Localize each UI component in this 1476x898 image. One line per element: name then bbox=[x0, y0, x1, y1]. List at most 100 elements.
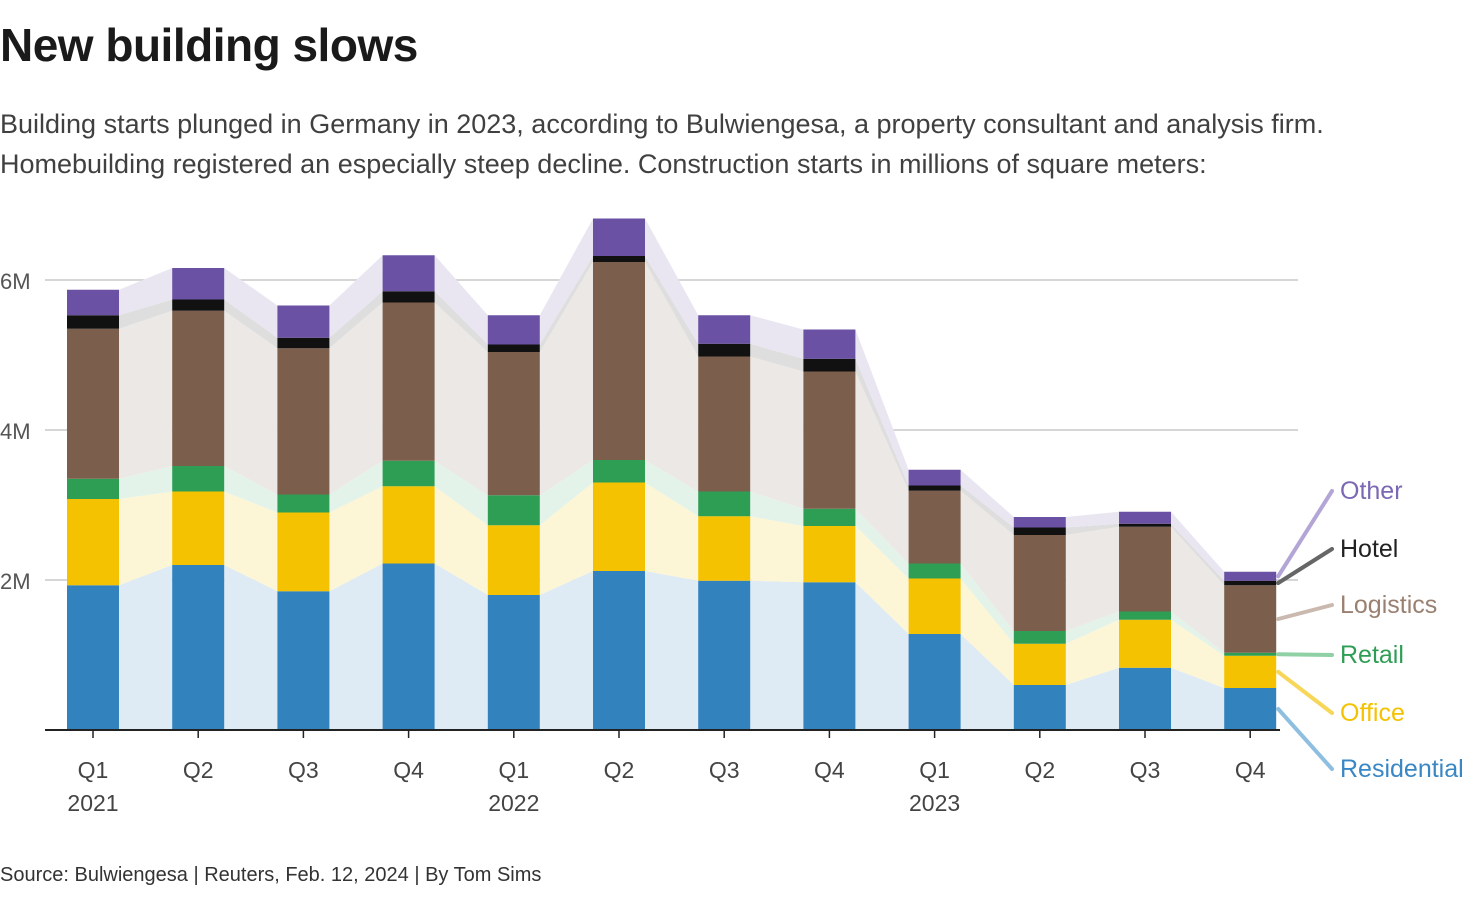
bar-retail bbox=[487, 495, 540, 526]
chart-subtitle: Building starts plunged in Germany in 20… bbox=[0, 109, 1324, 179]
bar-office bbox=[487, 525, 540, 595]
bar-hotel bbox=[803, 358, 856, 372]
axes: 2M 4M 6M Q1 2021 Q2 Q3 Q4 Q1 2022 Q2 Q3 Q4 Q1 2023 Q2 Q3… bbox=[0, 269, 1280, 816]
legend-label-office: Office bbox=[1340, 699, 1405, 727]
bar-hotel bbox=[698, 343, 751, 357]
band-hotel bbox=[1065, 523, 1119, 535]
bar-office bbox=[908, 578, 961, 634]
bar-logistics bbox=[803, 371, 856, 509]
bar-hotel bbox=[172, 299, 225, 311]
band-retail bbox=[855, 508, 909, 579]
band-residential bbox=[434, 563, 488, 730]
x-year-label: 2022 bbox=[488, 790, 539, 816]
band-hotel bbox=[855, 358, 909, 491]
band-other bbox=[224, 268, 278, 338]
band-residential bbox=[329, 563, 383, 730]
bar-hotel bbox=[1119, 523, 1171, 527]
bar-residential bbox=[593, 571, 645, 730]
band-office bbox=[855, 526, 909, 634]
band-logistics bbox=[329, 302, 383, 495]
bar-retail bbox=[1119, 611, 1171, 620]
band-residential bbox=[855, 582, 909, 730]
x-tick-label: Q3 bbox=[288, 757, 319, 783]
legend-label-retail: Retail bbox=[1340, 641, 1404, 669]
band-hotel bbox=[750, 343, 804, 372]
bar-logistics bbox=[1119, 526, 1171, 612]
bar-hotel bbox=[593, 256, 645, 262]
bar-logistics bbox=[593, 262, 645, 460]
band-hotel bbox=[119, 299, 173, 329]
x-tick-label: Q4 bbox=[1235, 757, 1266, 783]
bar-other bbox=[67, 289, 119, 316]
bar-logistics bbox=[382, 302, 435, 461]
x-tick-label: Q3 bbox=[1130, 757, 1161, 783]
band-other bbox=[1171, 511, 1225, 581]
bar-retail bbox=[277, 494, 330, 513]
y-tick-label: 4M bbox=[0, 419, 31, 444]
bar-residential bbox=[1013, 685, 1066, 730]
band-residential bbox=[960, 634, 1014, 730]
bar-hotel bbox=[382, 291, 435, 303]
band-retail bbox=[1065, 611, 1119, 644]
bar-office bbox=[698, 516, 751, 581]
band-hotel bbox=[960, 485, 1014, 535]
band-residential bbox=[119, 565, 173, 730]
band-office bbox=[750, 516, 804, 583]
legend: Residential Office Retail Logistics Hotel Oth… bbox=[1276, 477, 1464, 783]
bar-retail bbox=[1013, 631, 1066, 644]
legend-label-logistics: Logistics bbox=[1340, 591, 1437, 619]
band-residential bbox=[645, 571, 699, 730]
legend-label-other: Other bbox=[1340, 477, 1403, 505]
x-tick-label: Q1 bbox=[78, 757, 109, 783]
x-tick-label: Q1 bbox=[498, 757, 529, 783]
connecting-bands bbox=[119, 218, 1225, 730]
bar-residential bbox=[698, 580, 751, 730]
bar-retail bbox=[382, 460, 435, 487]
band-office bbox=[119, 491, 173, 586]
bar-residential bbox=[1119, 667, 1171, 730]
band-other bbox=[960, 469, 1014, 528]
band-retail bbox=[434, 460, 488, 526]
x-tick-label: Q2 bbox=[183, 757, 214, 783]
band-office bbox=[1065, 619, 1119, 685]
legend-label-residential: Residential bbox=[1340, 755, 1464, 783]
bar-office bbox=[1224, 655, 1277, 688]
band-office bbox=[645, 482, 699, 581]
bar-other bbox=[1224, 571, 1277, 581]
band-other bbox=[329, 255, 383, 338]
band-residential bbox=[224, 565, 278, 730]
bar-other bbox=[1119, 511, 1171, 524]
bar-retail bbox=[698, 491, 751, 517]
bar-office bbox=[67, 499, 119, 586]
bar-retail bbox=[908, 563, 961, 579]
bar-retail bbox=[803, 508, 856, 526]
chart-title: New building slows bbox=[0, 19, 418, 71]
band-hotel bbox=[329, 291, 383, 349]
band-other bbox=[119, 268, 173, 316]
legend-leader-hotel bbox=[1276, 547, 1334, 585]
bar-office bbox=[803, 526, 856, 583]
bar-office bbox=[172, 491, 225, 565]
bar-other bbox=[277, 305, 330, 338]
bar-hotel bbox=[908, 485, 961, 491]
bar-logistics bbox=[908, 490, 961, 564]
band-other bbox=[645, 218, 699, 344]
bar-residential bbox=[1224, 688, 1277, 730]
x-tick-label: Q2 bbox=[1024, 757, 1055, 783]
band-retail bbox=[119, 466, 173, 499]
x-tick-label: Q4 bbox=[393, 757, 424, 783]
band-residential bbox=[539, 571, 593, 730]
bar-residential bbox=[487, 595, 540, 730]
bar-retail bbox=[1224, 652, 1277, 656]
band-logistics bbox=[645, 262, 699, 492]
band-hotel bbox=[434, 291, 488, 352]
x-year-label: 2023 bbox=[909, 790, 960, 816]
legend-leader-office bbox=[1276, 669, 1334, 715]
bar-hotel bbox=[277, 337, 330, 349]
x-tick-label: Q1 bbox=[919, 757, 950, 783]
x-tick-label: Q3 bbox=[709, 757, 740, 783]
band-hotel bbox=[539, 256, 593, 352]
legend-leader-residential bbox=[1276, 707, 1334, 771]
y-tick-label: 6M bbox=[0, 269, 31, 294]
bar-logistics bbox=[1013, 535, 1066, 631]
